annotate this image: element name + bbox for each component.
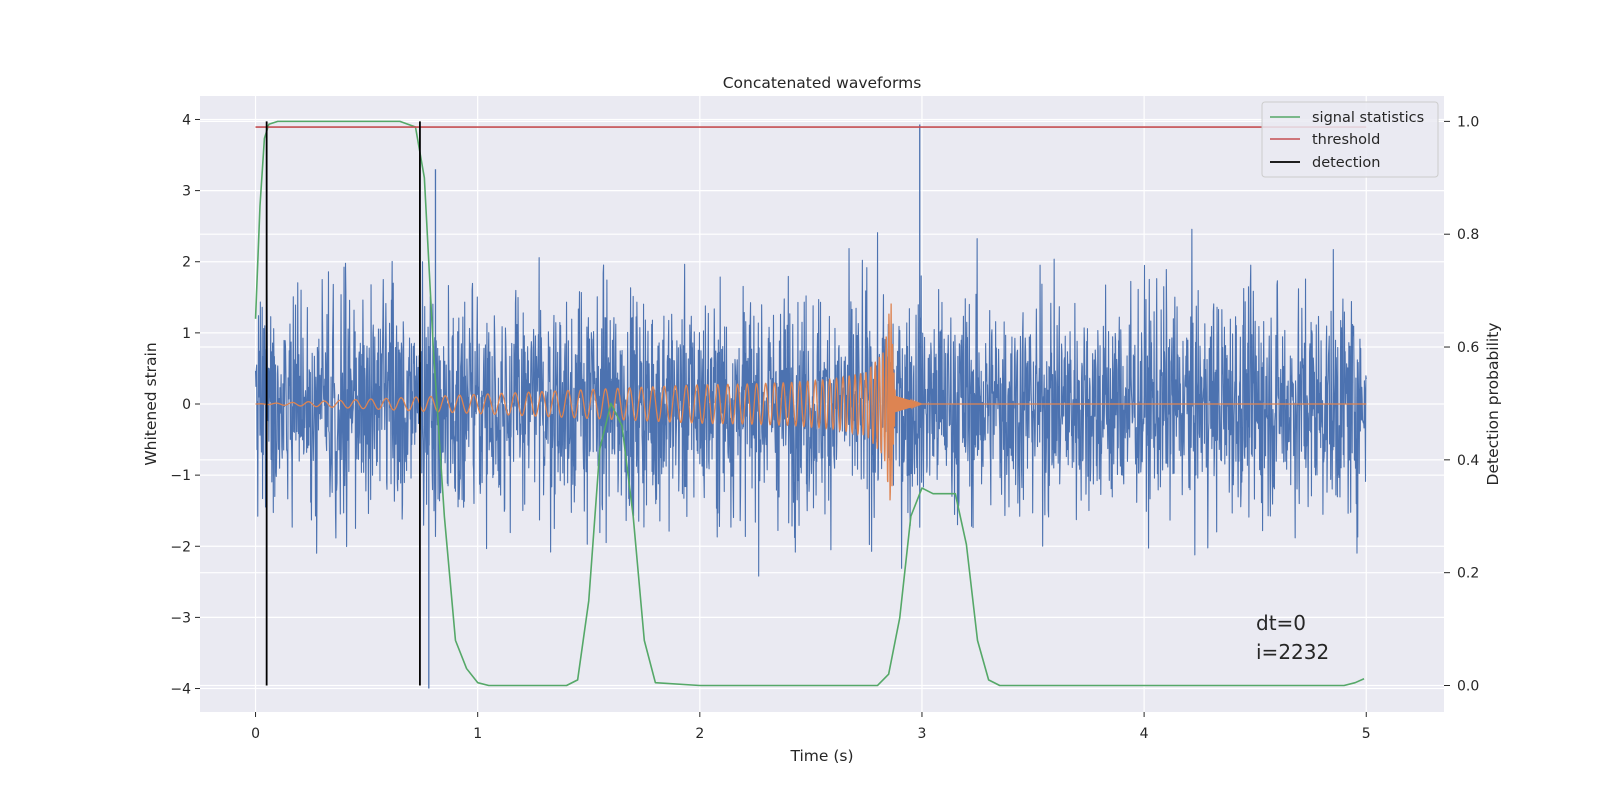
y-tick-label-6: 2: [182, 255, 191, 271]
signal-statistics-line: [254, 120, 1365, 687]
y-tick-label-1: −3: [170, 610, 191, 626]
y-axis-label: Whitened strain: [142, 342, 160, 465]
x-tick-label-1: 1: [473, 726, 482, 742]
template-line: [255, 303, 1367, 501]
y-right-tick-label-5: 1.0: [1457, 114, 1479, 130]
y-right-tick-label-2: 0.4: [1457, 453, 1479, 469]
annotation-dt: dt=0: [1256, 611, 1306, 635]
data-layer: [254, 120, 1367, 689]
x-axis-label: Time (s): [789, 747, 853, 765]
y-tick-label-0: −4: [170, 682, 191, 698]
legend-box: [1261, 101, 1439, 178]
legend: signal statistics threshold detection: [1261, 101, 1439, 178]
ticks: 0 1 2 3 4 5 −4 −3 −2 −1 0 1 2 3 4 0.0 0.2 0.4 0.6 0.8 1.0: [170, 112, 1479, 742]
y-tick-label-4: 0: [182, 397, 191, 413]
y-right-tick-label-4: 0.8: [1457, 227, 1479, 243]
annotation-index: i=2232: [1256, 640, 1329, 664]
y-axis-right-label: Detection probability: [1484, 323, 1502, 486]
y-tick-label-7: 3: [182, 184, 191, 200]
chart-title: Concatenated waveforms: [723, 74, 922, 92]
x-tick-label-5: 5: [1362, 726, 1371, 742]
x-tick-label-4: 4: [1140, 726, 1149, 742]
legend-detection-label: detection: [1312, 155, 1380, 171]
y-tick-label-2: −2: [170, 539, 191, 555]
y-tick-label-5: 1: [182, 326, 191, 342]
y-tick-label-3: −1: [170, 468, 191, 484]
legend-signal-statistics-label: signal statistics: [1312, 110, 1424, 126]
y-right-tick-label-1: 0.2: [1457, 566, 1479, 582]
y-tick-label-8: 4: [182, 112, 191, 128]
x-tick-label-2: 2: [695, 726, 704, 742]
x-tick-label-0: 0: [251, 726, 260, 742]
legend-threshold-label: threshold: [1312, 132, 1380, 148]
strain-line: [254, 228, 1367, 577]
y-right-tick-label-0: 0.0: [1457, 678, 1479, 694]
y-right-tick-label-3: 0.6: [1457, 340, 1479, 356]
x-tick-label-3: 3: [918, 726, 927, 742]
